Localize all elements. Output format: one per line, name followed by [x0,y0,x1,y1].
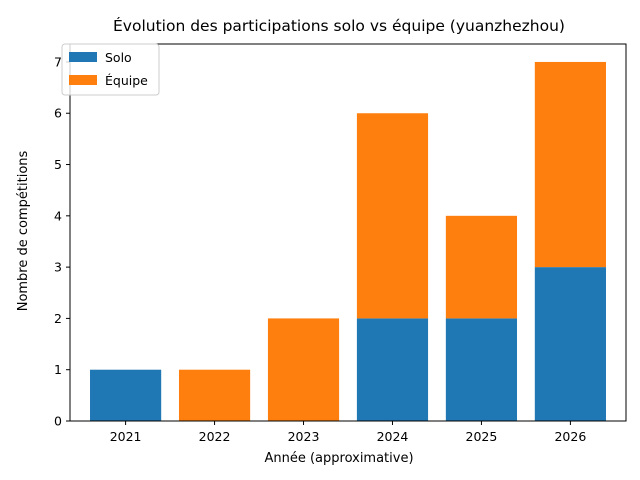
y-tick-label: 6 [54,106,62,121]
bar--quipe-2025 [445,215,518,319]
legend-swatch--quipe [69,75,97,85]
bar-solo-2024 [356,318,429,421]
bar--quipe-2022 [178,369,251,421]
legend-swatch-solo [69,52,97,62]
x-tick-label: 2026 [554,429,586,444]
legend-label: Solo [105,50,132,65]
legend: Solo Équipe [61,43,160,96]
y-tick-label: 4 [54,208,62,223]
legend-label: Équipe [105,73,148,88]
y-tick-label: 7 [54,54,62,69]
y-tick-label: 3 [54,260,62,275]
y-tick-label: 2 [54,311,62,326]
y-axis-label: Nombre de compétitions [16,150,31,311]
bar-solo-2021 [90,369,162,421]
x-tick-label: 2025 [466,429,498,444]
plot-frame [69,43,627,422]
bar-solo-2026 [534,267,606,421]
x-tick-label: 2021 [110,429,142,444]
y-tick-label: 0 [54,414,62,429]
bar--quipe-2023 [267,318,340,421]
bar--quipe-2024 [356,113,429,319]
axes-layer: 0 1 2 3 4 5 6 7 2021 2022 2023 2024 2025 2026 [54,43,627,444]
x-tick-label: 2022 [199,429,231,444]
bar-solo-2025 [445,318,518,421]
x-axis-label: Année (approximative) [264,451,413,466]
x-tick-label: 2023 [288,429,320,444]
x-tick-label: 2024 [377,429,409,444]
y-tick-label: 1 [54,362,62,377]
bars-layer [90,61,606,421]
bar--quipe-2026 [534,61,606,268]
y-tick-label: 5 [54,157,62,172]
chart-title: Évolution des participations solo vs équ… [113,16,565,35]
